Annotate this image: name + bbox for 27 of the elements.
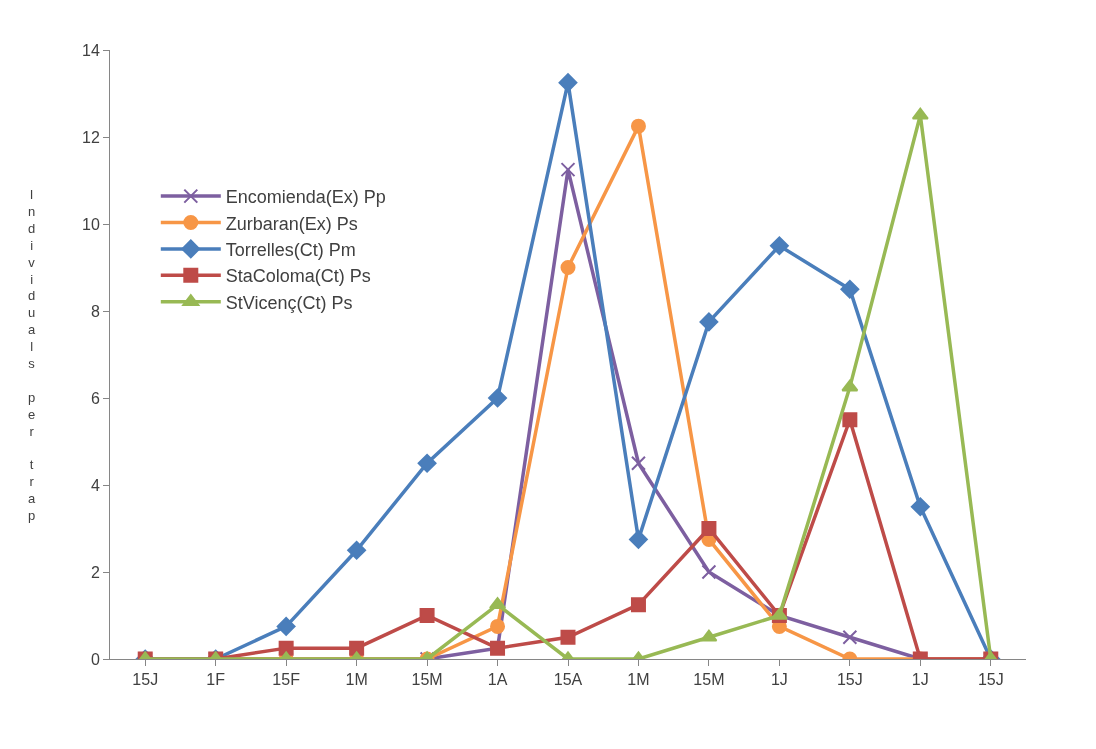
y-tick-label: 14 — [82, 41, 100, 59]
x-tick-label: 1J — [770, 671, 788, 689]
x-tick-label: 1A — [487, 671, 508, 689]
x-tick-label: 15M — [693, 671, 725, 689]
legend-label: Torrelles(Ct) Pm — [225, 239, 356, 260]
x-tick-label: 15F — [272, 671, 301, 689]
y-tick-label: 0 — [90, 650, 100, 668]
legend-label: StaColoma(Ct) Ps — [225, 266, 371, 287]
x-tick-label: 15M — [411, 671, 443, 689]
y-tick-label: 4 — [90, 476, 100, 494]
x-tick-label: 15J — [977, 671, 1004, 689]
legend-label: StVicenç(Ct) Ps — [225, 292, 353, 313]
y-tick-label: 12 — [82, 128, 100, 146]
x-tick-label: 1M — [627, 671, 650, 689]
x-tick-label: 15A — [553, 671, 583, 689]
x-tick-label: 1M — [345, 671, 368, 689]
x-tick-label: 15J — [836, 671, 863, 689]
legend-label: Encomienda(Ex) Pp — [225, 187, 386, 208]
x-tick-label: 1J — [911, 671, 929, 689]
y-tick-label: 6 — [90, 389, 100, 407]
y-tick-label: 10 — [82, 215, 100, 233]
legend-label: Zurbaran(Ex) Ps — [225, 213, 358, 234]
text: Individuals per trap — [28, 187, 36, 524]
x-tick-label: 1F — [206, 671, 226, 689]
y-tick-label: 8 — [90, 302, 100, 320]
y-tick-label: 2 — [90, 563, 100, 581]
x-tick-label: 15J — [132, 671, 159, 689]
